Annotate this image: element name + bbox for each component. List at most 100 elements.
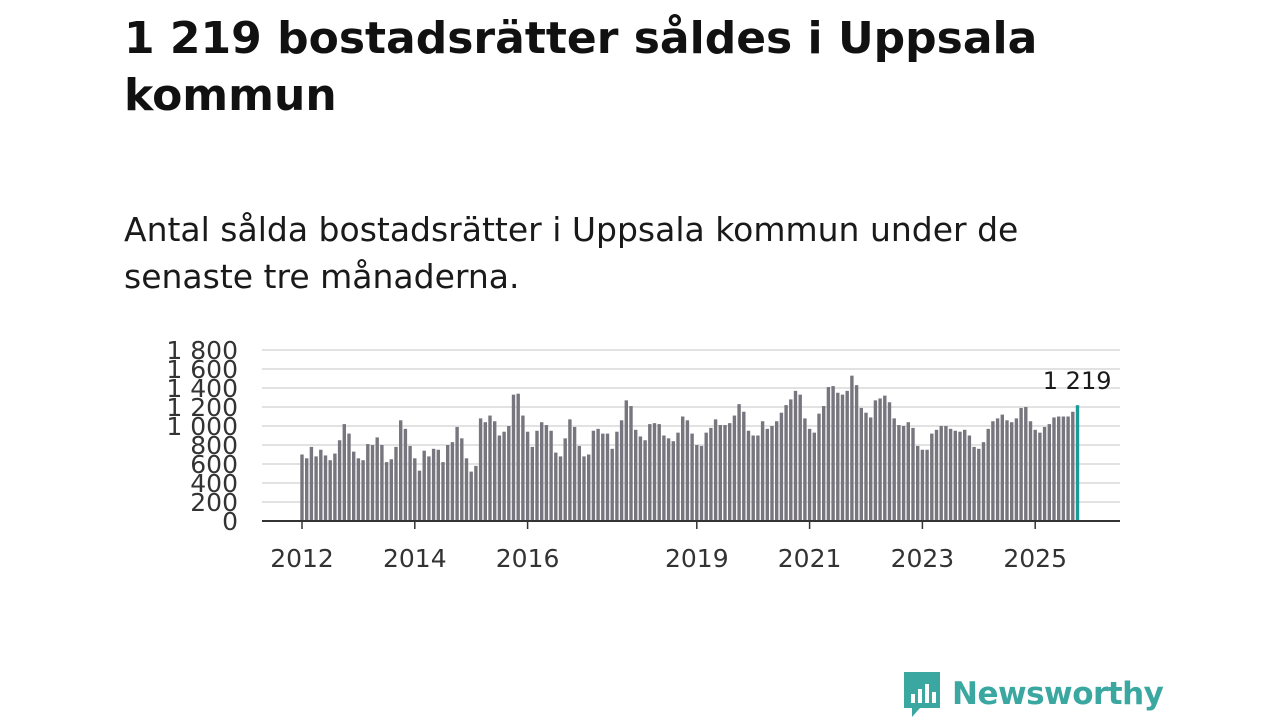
bar [963,429,967,521]
bar [1033,429,1037,521]
bar [417,470,422,521]
bar [718,425,722,521]
bar [671,441,675,521]
bar [347,433,351,521]
bar [314,456,318,521]
bar [1028,421,1033,521]
bar [587,454,591,521]
bar [798,394,802,521]
bar [920,449,925,521]
bar [342,424,346,521]
bar [375,437,379,521]
bar [422,450,426,521]
y-tick-label: 1 000 [166,412,238,441]
brand-logo: Newsworthy [902,670,1164,718]
bar [756,435,760,521]
bar [925,449,929,521]
bar [634,429,638,521]
bar [850,375,854,521]
bar [779,412,784,521]
bar [469,471,473,521]
bar [751,435,755,521]
bar [859,407,863,521]
brand-name: Newsworthy [952,676,1164,712]
bar [666,438,671,521]
y-tick-label: 400 [190,469,238,498]
bar [403,428,408,521]
bar [413,458,417,521]
bar [728,423,732,521]
bar [822,406,826,521]
bar [333,453,337,521]
bar [540,422,544,521]
bar [629,406,633,521]
bar [775,421,779,521]
y-tick-label: 0 [222,507,238,536]
bar [991,421,995,521]
bar [446,445,450,521]
bar [831,386,835,521]
latest-value-label: 1 219 [1043,367,1112,395]
bar [713,419,718,521]
bar [544,425,549,521]
bar [300,454,304,521]
bar [601,433,605,521]
bar [652,423,657,521]
bar [948,428,953,521]
bar [944,426,948,521]
bar [460,438,464,521]
bar [939,426,943,521]
bar [638,436,643,521]
bar [572,426,577,521]
bar [323,455,328,521]
bar [502,431,506,521]
bar [319,449,323,521]
bar [1014,418,1019,521]
bar [488,415,492,521]
bar [436,449,440,521]
bar [958,431,962,521]
bar [934,429,939,521]
bar [1042,426,1047,521]
bar [389,459,393,521]
bar [427,456,431,521]
bar [474,465,478,521]
y-tick-label: 200 [190,488,238,517]
bar [869,417,873,521]
bar [478,418,483,521]
bars [300,375,1080,521]
bar [361,460,365,521]
bar [732,415,737,521]
x-tick-label: 2012 [270,544,334,573]
bar [840,394,845,521]
bar [995,418,1000,521]
bar [836,392,840,521]
bar [521,415,525,521]
x-tick-label: 2019 [665,544,729,573]
x-tick-label: 2014 [383,544,447,573]
bar [967,435,972,521]
bar [380,445,384,521]
bar [1071,411,1075,521]
bar [596,428,600,521]
bar [854,385,859,521]
bar [901,426,906,521]
bar [807,428,812,521]
bar [760,421,765,521]
bar [972,446,976,521]
bar [455,426,459,521]
bar [704,432,708,521]
bar [624,400,628,521]
bar [493,421,497,521]
bar [977,448,981,521]
y-tick-label: 1 200 [166,393,238,422]
bar [535,430,539,521]
bar [643,440,647,521]
bar [1052,417,1056,521]
bar [1057,416,1061,521]
bar [530,446,534,521]
bar [577,445,581,521]
bar [563,438,567,521]
